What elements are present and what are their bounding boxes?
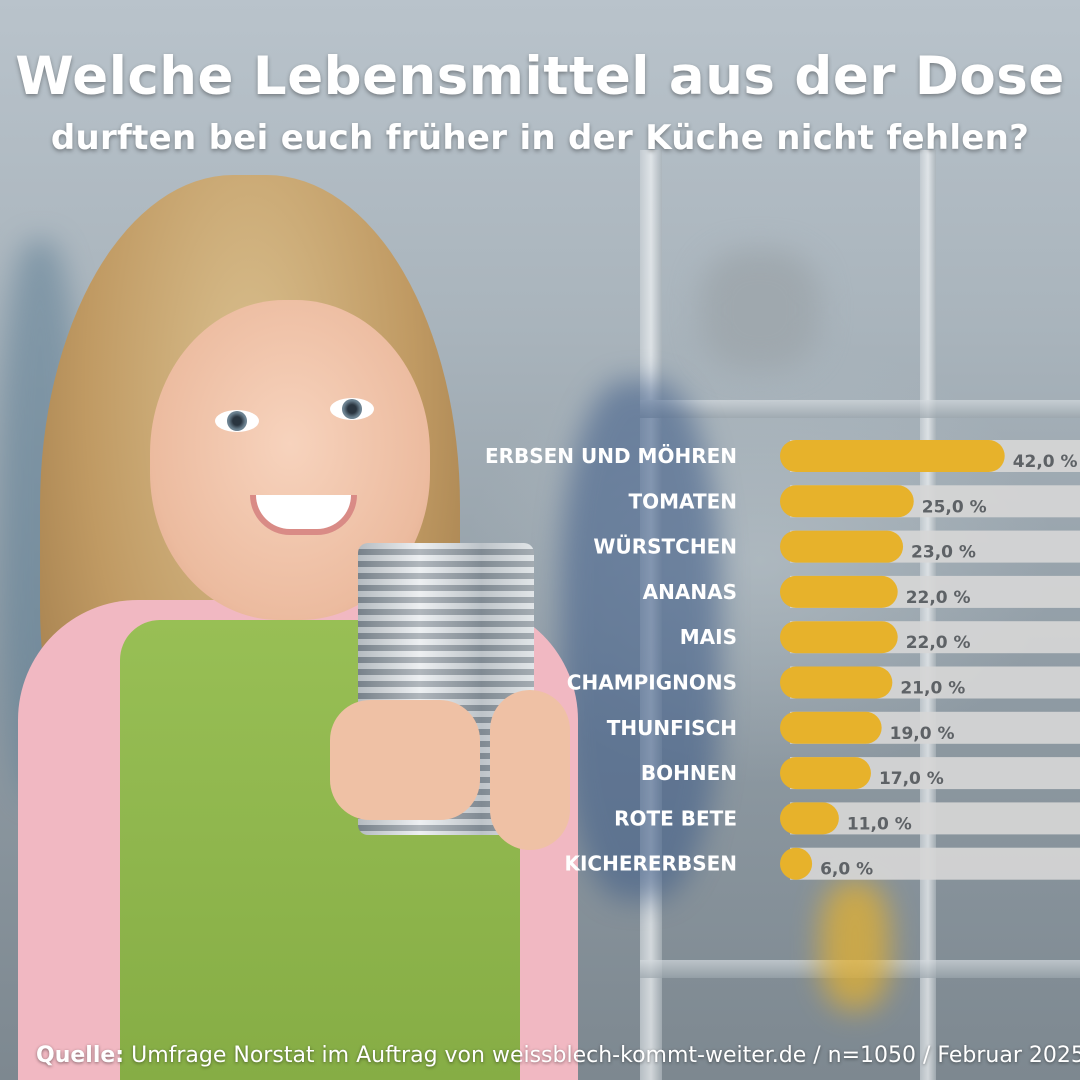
category-label: KICHERERBSEN — [564, 852, 737, 876]
category-label: ANANAS — [643, 580, 737, 604]
bar-track — [790, 847, 1080, 880]
source-text: Umfrage Norstat im Auftrag von weissblec… — [131, 1043, 1080, 1068]
value-label: 22,0 % — [906, 633, 971, 653]
bar — [780, 530, 904, 563]
category-label: ERBSEN UND MÖHREN — [485, 444, 737, 468]
category-label: THUNFISCH — [607, 716, 737, 740]
blurred-yellow-object — [820, 880, 890, 1010]
girl-eye-left — [215, 410, 259, 432]
source-note: Quelle: Umfrage Norstat im Auftrag von w… — [36, 1043, 1080, 1068]
value-label: 22,0 % — [906, 588, 971, 608]
category-label: WÜRSTCHEN — [593, 535, 737, 559]
bar — [780, 575, 898, 608]
bar — [780, 847, 813, 880]
chart-subtitle: durften bei euch früher in der Küche nic… — [50, 118, 1030, 158]
value-label: 21,0 % — [900, 679, 965, 699]
bar — [780, 621, 898, 654]
blurred-person — [560, 380, 720, 900]
value-label: 17,0 % — [879, 769, 944, 789]
category-label: ROTE BETE — [614, 806, 737, 830]
value-label: 23,0 % — [911, 543, 976, 563]
value-label: 42,0 % — [1013, 452, 1078, 472]
bar — [780, 440, 1005, 472]
value-label: 25,0 % — [922, 497, 987, 517]
girl-hand-right — [490, 690, 570, 850]
category-label: TOMATEN — [628, 489, 737, 513]
shelf-post — [920, 150, 936, 1080]
bar — [780, 711, 882, 744]
girl-hand-left — [330, 700, 480, 820]
girl-eye-right — [330, 398, 374, 420]
category-label: MAIS — [680, 625, 737, 649]
category-label: CHAMPIGNONS — [567, 671, 737, 695]
bar — [780, 757, 871, 790]
value-label: 19,0 % — [890, 724, 955, 744]
chart-title: Welche Lebensmittel aus der Dose — [15, 46, 1065, 107]
bar — [780, 485, 914, 518]
bar — [780, 802, 839, 835]
source-label: Quelle: — [36, 1043, 125, 1068]
value-label: 6,0 % — [820, 860, 873, 880]
shelf-board — [640, 400, 1080, 418]
bar — [780, 666, 893, 699]
blurred-cans — [700, 250, 820, 370]
value-label: 11,0 % — [847, 814, 912, 834]
category-label: BOHNEN — [641, 761, 737, 785]
